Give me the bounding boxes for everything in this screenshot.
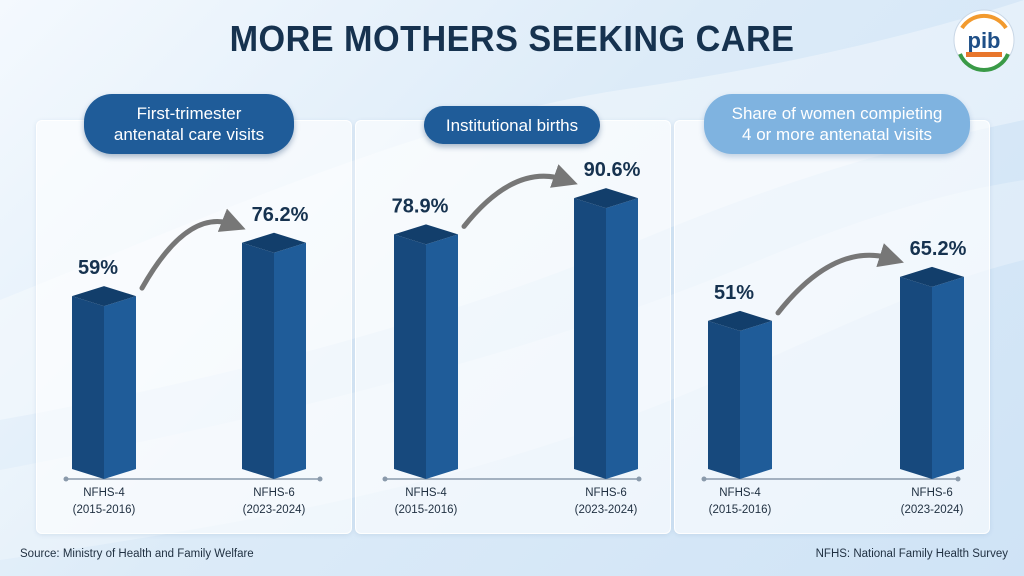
pib-logo: pib: [953, 9, 1015, 72]
infographic-title: MORE MOTHERS SEEKING CARE: [229, 18, 795, 59]
category-label-2-2-line2: (2023-2024): [575, 504, 638, 516]
bar-2-1-top: [394, 224, 458, 245]
bar-3-1-left-face: [708, 320, 740, 479]
axis-end-left-2: [382, 476, 388, 482]
value-label-3-1: 51%: [714, 282, 754, 304]
bar-2-2-top: [574, 188, 638, 209]
source-text: Source: Ministry of Health and Family We…: [20, 548, 254, 560]
category-label-1-1-line1: NFHS-4: [83, 487, 125, 499]
bar-1-1-top: [72, 286, 136, 307]
value-label-2-1: 78.9%: [392, 195, 449, 217]
bar-3-2: [932, 276, 964, 479]
axis-end-right-3: [955, 476, 961, 482]
category-label-2-1-line1: NFHS-4: [405, 487, 447, 499]
bar-1-1: [104, 296, 136, 479]
panel-3-title-line2: 4 or more antenatal visits: [742, 125, 932, 144]
panel-3-title-line1: Share of women compieting: [731, 104, 943, 123]
logo-text: pib: [968, 28, 1001, 53]
bar-2-1-left-face: [394, 234, 426, 479]
bar-3-1-top: [708, 310, 772, 331]
bar-1-1-left-face: [72, 296, 104, 479]
bar-2-2: [606, 198, 638, 479]
axis-end-left-3: [701, 476, 707, 482]
category-label-3-2-line2: (2023-2024): [901, 504, 964, 516]
category-label-1-2-line1: NFHS-6: [253, 487, 295, 499]
growth-arrow-2: [461, 164, 578, 229]
value-label-1-2: 76.2%: [252, 204, 309, 226]
category-label-2-1-line2: (2015-2016): [395, 504, 458, 516]
panel-1-title-pill: First-trimester antenatal care visits: [84, 94, 294, 154]
category-label-1-1-line2: (2015-2016): [73, 504, 136, 516]
category-label-2-2-line1: NFHS-6: [585, 487, 627, 499]
panel-2-title-pill: Institutional births: [424, 106, 600, 144]
bar-2-2-left-face: [574, 198, 606, 479]
bar-2-1: [426, 234, 458, 479]
value-label-3-2: 65.2%: [910, 238, 967, 260]
category-label-3-1-line1: NFHS-4: [719, 487, 761, 499]
panel-3-title-pill: Share of women compieting 4 or more ante…: [704, 94, 970, 154]
growth-arrow-3: [775, 243, 904, 316]
panel-2-title-line1: Institutional births: [445, 115, 579, 135]
bar-3-2-top: [900, 266, 964, 287]
panel-1-title-line2: antenatal care visits: [113, 125, 265, 144]
growth-arrow-1: [139, 208, 246, 291]
bar-1-2-left-face: [242, 242, 274, 479]
category-label-3-1-line2: (2015-2016): [709, 504, 772, 516]
category-label-1-2-line2: (2023-2024): [243, 504, 306, 516]
bar-1-2-top: [242, 232, 306, 253]
value-label-1-1: 59%: [78, 257, 118, 279]
bar-1-2: [274, 242, 306, 479]
axis-end-right-1: [317, 476, 323, 482]
category-label-3-2-line1: NFHS-6: [911, 487, 953, 499]
footnote-text: NFHS: National Family Health Survey: [815, 548, 1008, 560]
panel-1-title-line1: First-trimester: [136, 104, 242, 123]
bar-3-1: [740, 320, 772, 479]
axis-end-right-2: [636, 476, 642, 482]
bar-3-2-left-face: [900, 276, 932, 479]
axis-end-left-1: [63, 476, 69, 482]
value-label-2-2: 90.6%: [584, 159, 641, 181]
